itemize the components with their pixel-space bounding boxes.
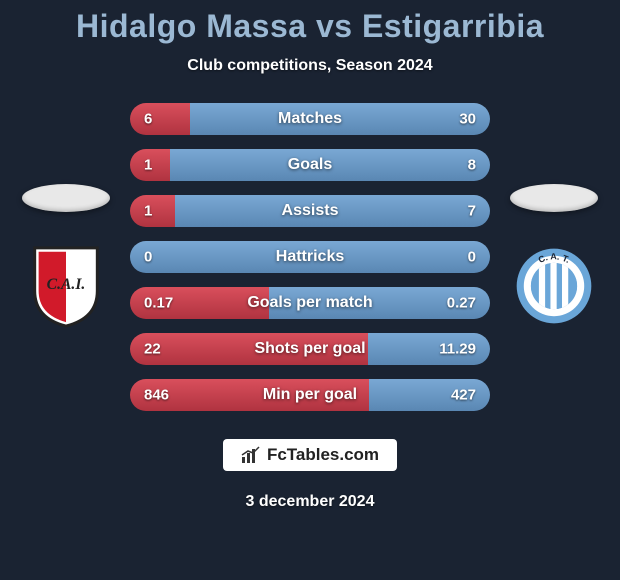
shield-icon: C.A.I. [26, 242, 106, 330]
stat-value-right: 30 [459, 111, 476, 128]
bar-segment-left [130, 103, 190, 135]
stat-value-left: 0.17 [144, 295, 173, 312]
stat-label: Goals [288, 156, 332, 174]
stat-value-right: 7 [468, 203, 476, 220]
stat-label: Matches [278, 110, 342, 128]
stat-label: Hattricks [276, 248, 344, 266]
stat-value-right: 8 [468, 157, 476, 174]
country-flag-right [510, 184, 598, 212]
main-row: C.A.I. 6 30 Matches 1 8 Goals 1 7 Assists 0 0 Hattr… [0, 103, 620, 411]
stat-value-left: 0 [144, 249, 152, 266]
chart-icon [241, 446, 261, 464]
stat-bar: 22 11.29 Shots per goal [130, 333, 490, 365]
club-logo-right: C. A. T. [514, 242, 594, 330]
stat-label: Goals per match [247, 294, 372, 312]
bar-segment-left [130, 195, 175, 227]
stat-label: Shots per goal [254, 340, 365, 358]
stat-value-right: 0.27 [447, 295, 476, 312]
stat-value-right: 427 [451, 387, 476, 404]
date-line: 3 december 2024 [246, 493, 375, 511]
stats-column: 6 30 Matches 1 8 Goals 1 7 Assists 0 0 Hattricks 0.1… [130, 103, 490, 411]
stat-value-left: 1 [144, 203, 152, 220]
stat-label: Min per goal [263, 386, 357, 404]
club-logo-left: C.A.I. [26, 242, 106, 330]
branding-badge: FcTables.com [223, 439, 397, 471]
stat-bar: 0 0 Hattricks [130, 241, 490, 273]
stat-value-right: 11.29 [439, 341, 476, 358]
stat-bar: 846 427 Min per goal [130, 379, 490, 411]
left-side-column: C.A.I. [16, 184, 116, 330]
stat-value-left: 22 [144, 341, 161, 358]
page-subtitle: Club competitions, Season 2024 [187, 57, 432, 75]
stat-value-right: 0 [468, 249, 476, 266]
page-title: Hidalgo Massa vs Estigarribia [76, 8, 544, 45]
stat-label: Assists [282, 202, 339, 220]
country-flag-left [22, 184, 110, 212]
stat-bar: 1 8 Goals [130, 149, 490, 181]
stat-bar: 0.17 0.27 Goals per match [130, 287, 490, 319]
stat-value-left: 1 [144, 157, 152, 174]
stat-value-left: 6 [144, 111, 152, 128]
right-side-column: C. A. T. [504, 184, 604, 330]
comparison-card: Hidalgo Massa vs Estigarribia Club compe… [0, 0, 620, 580]
svg-text:C.A.I.: C.A.I. [47, 276, 86, 293]
round-badge-icon: C. A. T. [514, 244, 594, 328]
stat-bar: 6 30 Matches [130, 103, 490, 135]
stat-value-left: 846 [144, 387, 169, 404]
branding-text: FcTables.com [267, 445, 379, 465]
stat-bar: 1 7 Assists [130, 195, 490, 227]
